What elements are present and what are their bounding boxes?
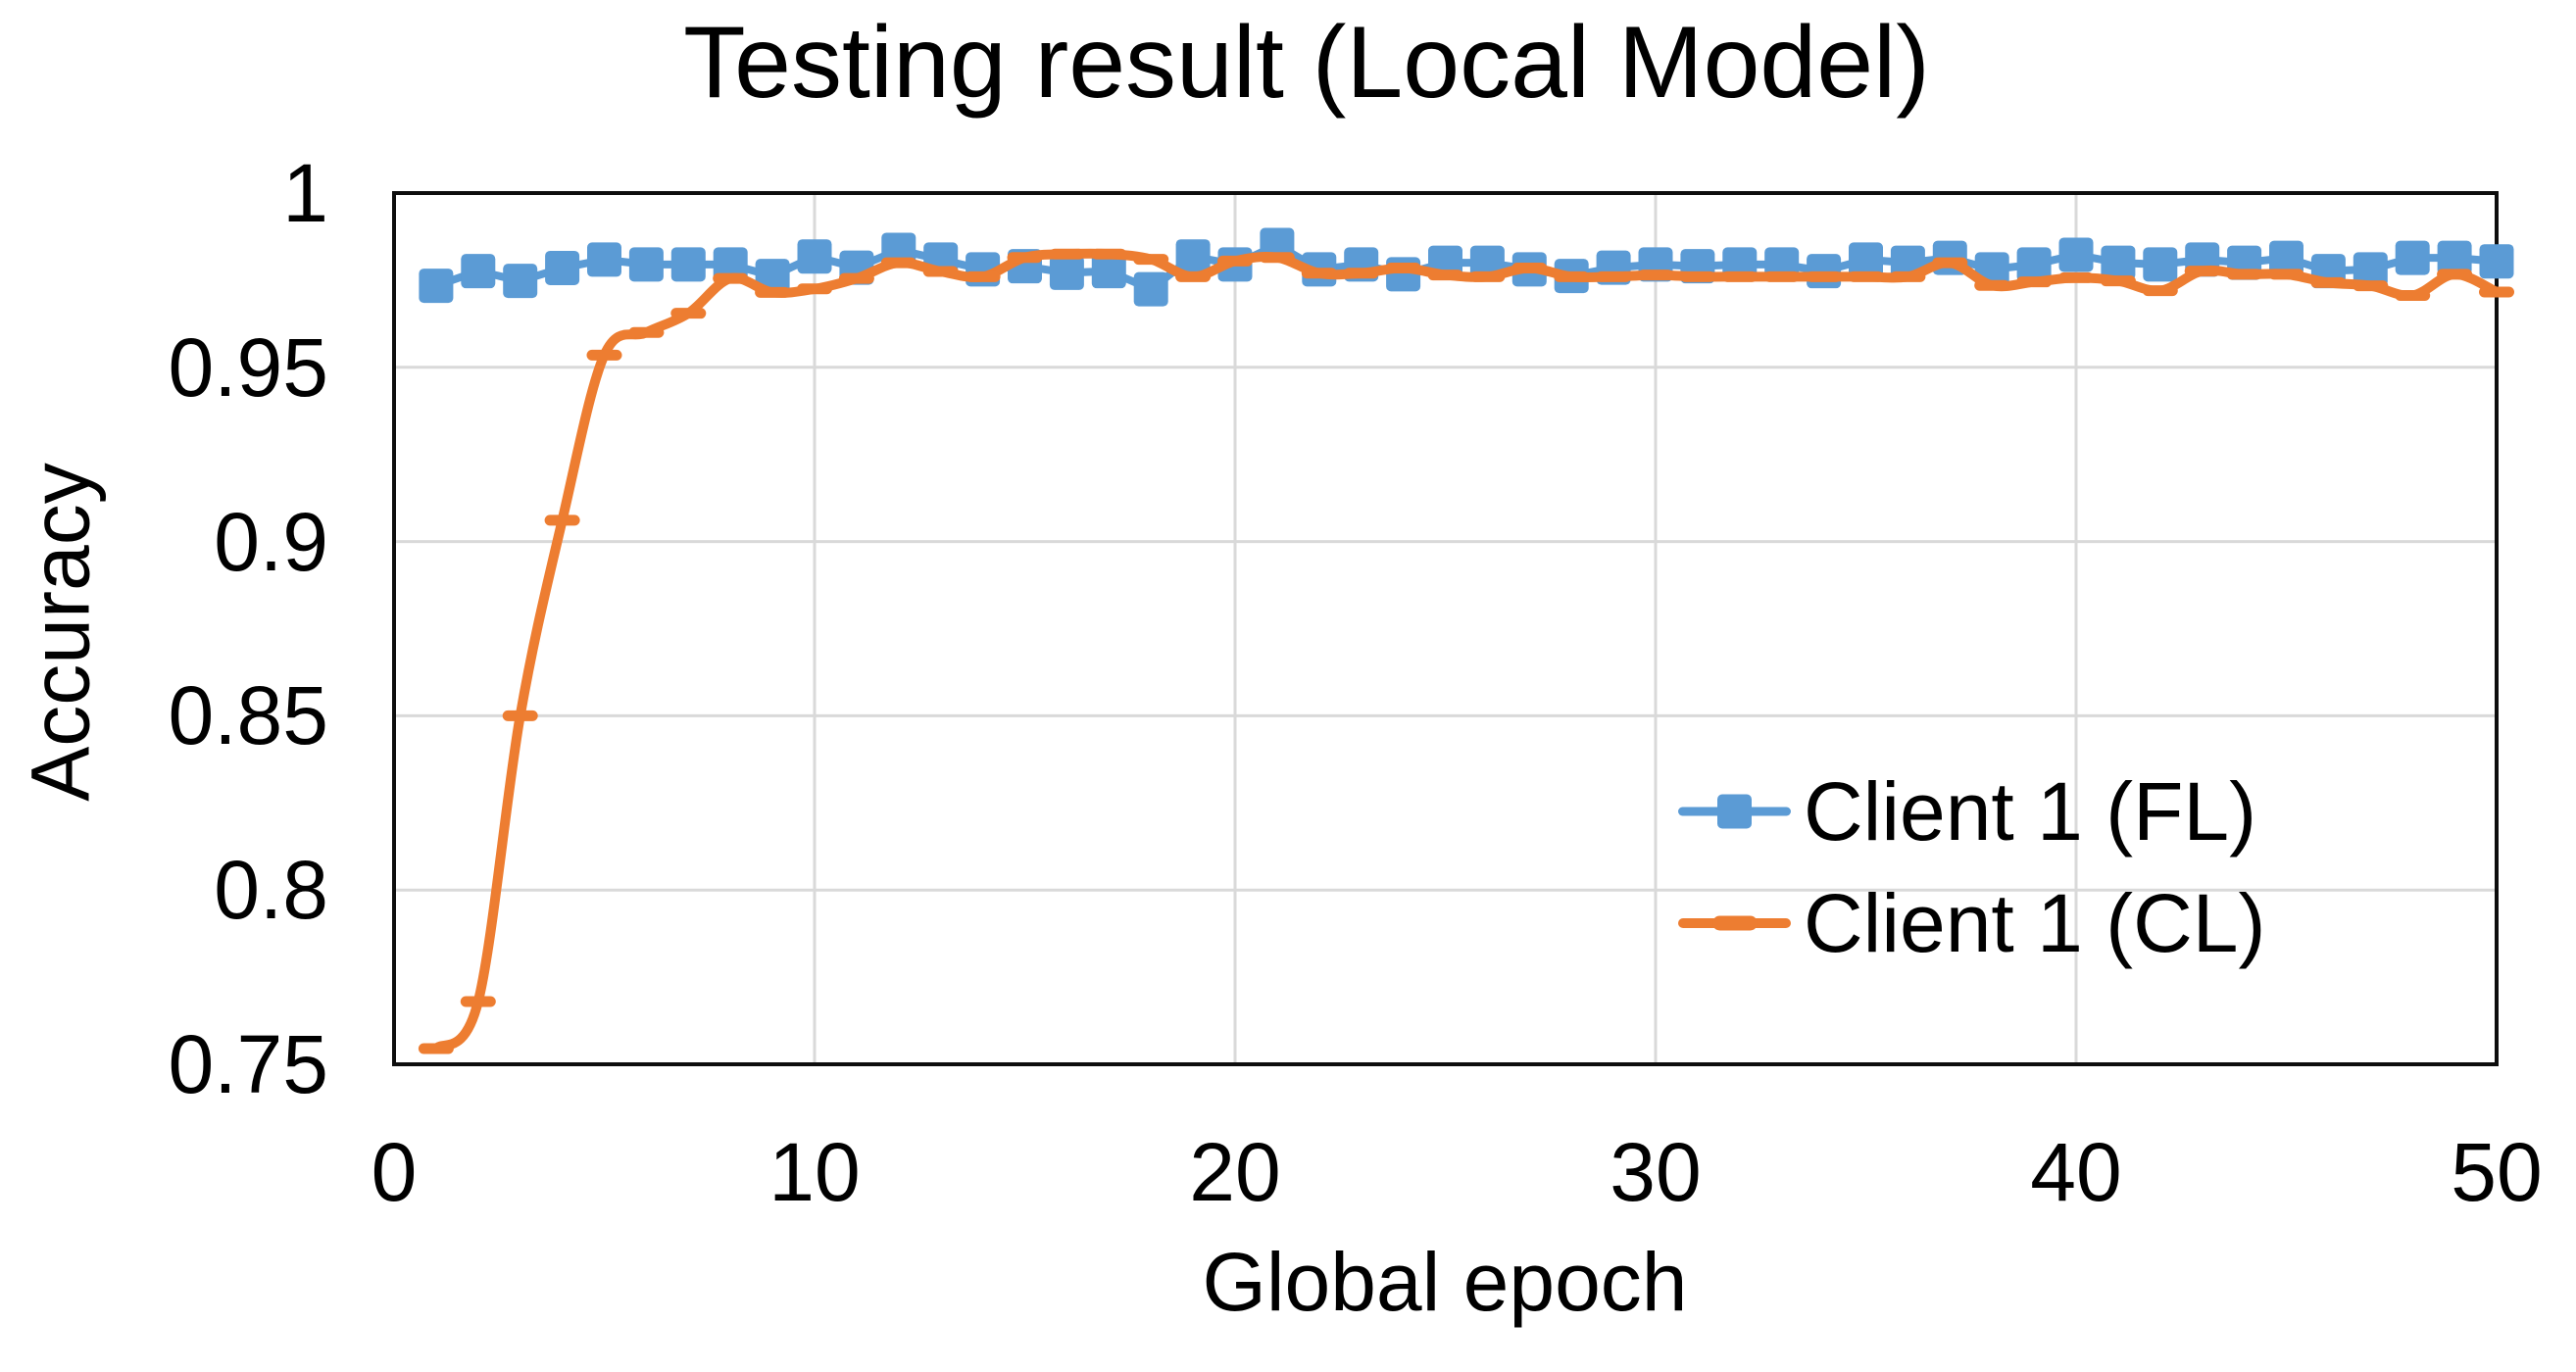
cl-marker-e15 [1007,252,1043,264]
cl-marker-e22 [1301,268,1337,279]
cl-marker-e32 [1721,270,1758,282]
fl-marker-e6 [628,247,664,282]
cl-marker-e39 [2016,276,2053,288]
cl-marker-e27 [1511,262,1548,273]
cl-marker-e6 [628,326,665,338]
cl-marker-e1 [418,1043,454,1054]
x-tick-30: 30 [1610,1126,1702,1218]
cl-marker-e46 [2310,276,2347,288]
legend-marker-cl [1678,904,1791,943]
fl-marker-e39 [2016,247,2052,282]
fl-marker-e7 [670,247,706,282]
fl-marker-e10 [797,239,832,274]
cl-marker-e23 [1343,268,1379,279]
y-tick-0.8: 0.8 [214,844,328,937]
cl-marker-e7 [670,308,707,319]
cl-marker-e14 [965,270,1001,282]
x-tick-10: 10 [768,1126,861,1218]
cl-marker-e45 [2268,269,2304,280]
cl-marker-e11 [838,272,874,284]
cl-marker-e10 [797,283,832,295]
cl-marker-e21 [1259,252,1295,264]
legend-label-fl: Client 1 (FL) [1804,765,2257,858]
cl-marker-e12 [880,257,916,269]
y-tick-1: 1 [282,147,328,239]
chart-title: Testing result (Local Model) [683,6,1930,120]
legend-item-client1-fl: Client 1 (FL) [1678,767,2256,856]
x-tick-50: 50 [2451,1126,2543,1218]
y-axis-title: Accuracy [14,463,107,802]
cl-marker-e48 [2395,290,2431,302]
y-tick-0.85: 0.85 [168,669,329,762]
cl-marker-e18 [1133,254,1169,266]
x-tick-20: 20 [1189,1126,1281,1218]
cl-marker-e33 [1763,270,1800,282]
x-axis-title: Global epoch [1202,1236,1688,1328]
cl-marker-e50 [2479,286,2514,298]
fl-marker-e41 [2101,245,2136,280]
fl-marker-e2 [461,254,496,289]
cl-marker-e35 [1848,270,1884,282]
cl-marker-e17 [1091,248,1127,260]
cl-marker-e9 [755,286,791,298]
cl-marker-e16 [1049,248,1085,260]
cl-marker-e26 [1469,270,1506,282]
cl-marker-e19 [1175,270,1212,282]
fl-marker-e48 [2395,240,2430,275]
fl-marker-e34 [1807,254,1842,289]
x-tick-40: 40 [2030,1126,2122,1218]
cl-marker-e4 [544,514,580,526]
cl-marker-e2 [460,996,496,1007]
fl-marker-e42 [2143,247,2178,282]
cl-marker-e36 [1890,270,1926,282]
fl-marker-e40 [2058,237,2094,272]
cl-marker-e3 [502,710,538,721]
cl-marker-e24 [1385,262,1421,273]
fl-marker-e4 [545,250,580,285]
x-tick-0: 0 [371,1126,418,1218]
cl-marker-e28 [1554,270,1590,282]
fl-marker-e35 [1849,242,1883,277]
cl-marker-e40 [2058,271,2094,283]
fl-marker-e45 [2269,240,2304,275]
legend-item-client1-cl: Client 1 (CL) [1678,879,2265,967]
cl-marker-e20 [1217,255,1253,267]
cl-marker-e49 [2437,269,2473,280]
cl-marker-e38 [1974,279,2010,291]
cl-marker-e5 [586,349,622,361]
cl-marker-e8 [713,272,749,284]
cl-marker-e13 [922,266,959,277]
fl-marker-e3 [503,264,538,299]
fl-marker-e49 [2437,240,2472,275]
fl-marker-e50 [2479,244,2514,279]
cl-marker-e44 [2226,269,2262,280]
plot-border [392,191,2499,1066]
cl-marker-e37 [1932,257,1968,269]
fl-marker-e18 [1133,271,1168,307]
cl-marker-e43 [2184,266,2220,277]
y-tick-0.95: 0.95 [168,320,329,414]
cl-marker-e34 [1806,270,1842,282]
fl-marker-e47 [2353,252,2388,287]
fl-marker-e16 [1049,255,1084,290]
fl-marker-e17 [1091,254,1126,289]
cl-marker-e47 [2353,280,2389,292]
cl-marker-e31 [1679,270,1715,282]
cl-marker-e30 [1638,270,1673,281]
legend-label-cl: Client 1 (CL) [1804,877,2266,969]
cl-marker-e25 [1427,270,1463,281]
fl-square-marker-icon [1717,794,1752,829]
fl-marker-e1 [419,269,454,304]
y-tick-0.75: 0.75 [168,1018,329,1110]
cl-marker-e29 [1596,270,1632,282]
cl-marker-e41 [2100,275,2136,287]
legend-marker-fl [1678,792,1791,831]
fl-marker-e5 [587,242,621,277]
cl-marker-e42 [2142,285,2178,297]
fl-marker-e19 [1175,239,1211,274]
cl-dash-marker-icon [1712,915,1758,931]
y-tick-0.9: 0.9 [214,495,328,588]
